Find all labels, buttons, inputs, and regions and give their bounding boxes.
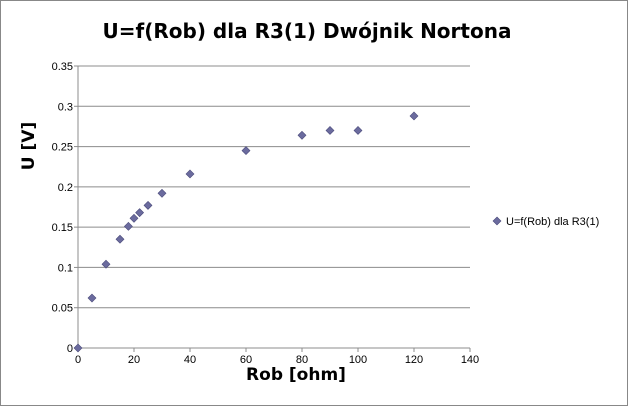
x-tick-label: 0 [75, 354, 81, 366]
x-tick-label: 40 [184, 354, 196, 366]
x-tick-label: 120 [405, 354, 423, 366]
data-point [73, 343, 83, 353]
data-point [143, 200, 153, 210]
x-tick-label: 100 [349, 354, 367, 366]
grid-lines [74, 65, 470, 349]
data-point [157, 188, 167, 198]
y-tick-label: 0.3 [58, 101, 73, 113]
y-tick-labels: 0 0.05 0.1 0.15 0.2 0.25 0.3 0.35 [52, 61, 73, 355]
data-points [73, 111, 419, 353]
chart-title: U=f(Rob) dla R3(1) Dwójnik Nortona [103, 19, 512, 43]
data-point [115, 234, 125, 244]
y-tick-label: 0.1 [58, 262, 73, 274]
x-tick-label: 140 [461, 354, 479, 366]
data-point [353, 126, 363, 135]
data-point [135, 208, 145, 218]
legend-entry: U=f(Rob) dla R3(1) [506, 216, 599, 228]
data-point [297, 130, 307, 140]
x-tick-label: 80 [296, 354, 308, 366]
data-point [241, 146, 251, 156]
x-axis-label: Rob [ohm] [246, 365, 346, 385]
x-tick-label: 20 [128, 354, 140, 366]
data-point [325, 126, 335, 135]
x-tick-labels: 0 20 40 60 80 100 120 140 [75, 354, 479, 366]
y-axis-label: U [V] [19, 122, 39, 170]
y-tick-label: 0.25 [52, 142, 73, 154]
data-point [101, 259, 111, 269]
x-tick-label: 60 [240, 354, 252, 366]
axes [77, 66, 471, 352]
data-point [185, 169, 195, 179]
data-point [409, 111, 419, 121]
y-tick-label: 0 [67, 343, 73, 355]
y-tick-label: 0.05 [52, 303, 73, 315]
data-point [123, 221, 133, 231]
data-point [129, 213, 139, 223]
legend-marker-icon [492, 216, 502, 226]
y-tick-label: 0.2 [58, 182, 73, 194]
y-tick-label: 0.35 [52, 61, 73, 73]
legend: U=f(Rob) dla R3(1) [492, 216, 599, 228]
y-tick-label: 0.15 [52, 222, 73, 234]
data-point [87, 293, 97, 303]
